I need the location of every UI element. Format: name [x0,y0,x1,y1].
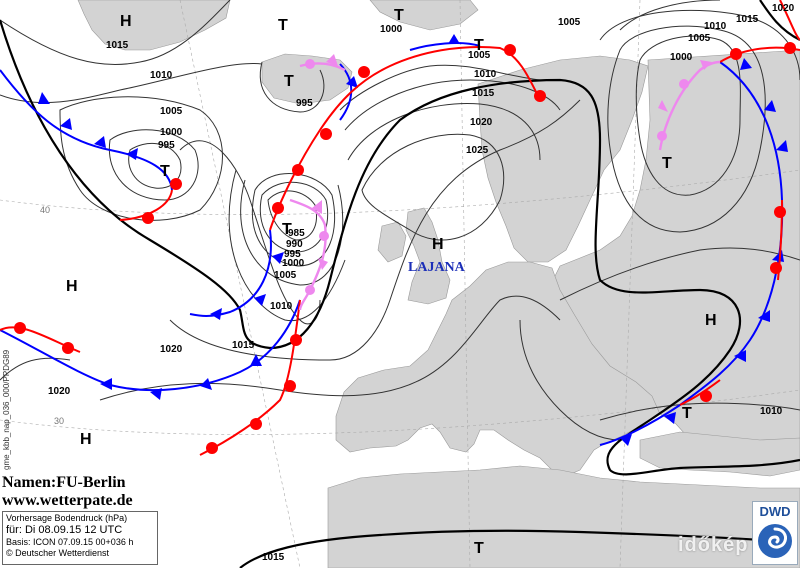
model-basis: Basis: ICON 07.09.15 00+036 h [6,537,134,547]
isobar-label: 1025 [466,145,489,156]
high-centre: H [120,13,132,30]
landmasses [77,0,800,568]
lat-label-40: 40 [40,205,50,215]
scandinavia [477,55,649,263]
dwd-swirl-icon [758,524,792,558]
isobar-label: 1010 [150,70,173,81]
isobar-label: 1015 [106,40,129,51]
isobar-label: 1015 [262,552,285,563]
valid-time: für: Di 08.09.15 12 UTC [6,524,123,536]
pressure-centres: H H H H H T T T T T T T T T [66,7,717,557]
great-britain [405,207,451,305]
pressure-labels: 1015 1010 1005 1000 995 995 1000 1005 10… [48,3,795,563]
low-centre: T [284,73,294,90]
isobar-label: 1015 [232,340,255,351]
low-centre: T [278,17,288,34]
isobar-label: 1005 [558,17,581,28]
isobar-label: 1020 [470,117,493,128]
greenland [77,0,231,51]
isobar-label: 1005 [274,270,297,281]
isobar-label: 1010 [704,21,727,32]
isobar-label: 1015 [472,88,495,99]
high-centre: H [432,236,444,253]
isobar-label: 1015 [736,14,759,25]
product-title: Vorhersage Bodendruck (hPa) [6,513,128,523]
dwd-logo: DWD [752,501,798,565]
iceland [261,53,353,105]
isobar-label: 1020 [48,386,71,397]
lat-label-30: 30 [54,416,64,426]
high-centre: H [66,278,78,295]
credit-namen: Namen:FU-Berlin [2,474,126,491]
cold-fronts [0,34,788,446]
isobar-label: 995 [284,249,301,260]
isobar-label: 1000 [670,52,693,63]
high-centre: H [80,431,92,448]
warm-fronts [0,0,800,456]
isobar-label: 1010 [760,406,783,417]
copyright: © Deutscher Wetterdienst [6,548,110,558]
isobar-label: 1005 [468,50,491,61]
idokep-watermark: időkép [678,534,749,556]
isobar-label: 1005 [160,106,183,117]
isobar-label: 990 [286,239,303,250]
isobar-label: 1010 [474,69,497,80]
low-centre: T [160,163,170,180]
low-centre: T [282,221,292,238]
isobar-label: 985 [288,228,305,239]
isobar-label: 1005 [688,33,711,44]
svalbard-ice [369,0,479,31]
low-centre: T [474,540,484,557]
ireland [377,221,407,263]
low-centre: T [474,37,484,54]
isobar-label: 995 [296,98,313,109]
product-code: gme_kbb_nap_036_000/PPDG89 [2,349,11,470]
isobar-label: 995 [158,140,175,151]
continental-europe [335,261,661,477]
dwd-logo-text: DWD [759,504,791,519]
occluded-fronts [289,54,721,311]
isobar-label: 1000 [380,24,403,35]
isobar-label: 1010 [270,301,293,312]
isobar-label: 1000 [282,258,305,269]
credit-website[interactable]: www.wetterpate.de [2,492,133,509]
isobar-label: 1020 [772,3,795,14]
isobar-label: 1000 [160,127,183,138]
place-label: LAJANA [408,260,465,275]
isobar-label: 1020 [160,344,183,355]
low-centre: T [682,405,692,422]
forecast-info-box: Vorhersage Bodendruck (hPa) für: Di 08.0… [2,511,158,565]
low-centre: T [662,155,672,172]
low-centre: T [394,7,404,24]
north-africa [327,465,800,568]
high-centre: H [705,312,717,329]
